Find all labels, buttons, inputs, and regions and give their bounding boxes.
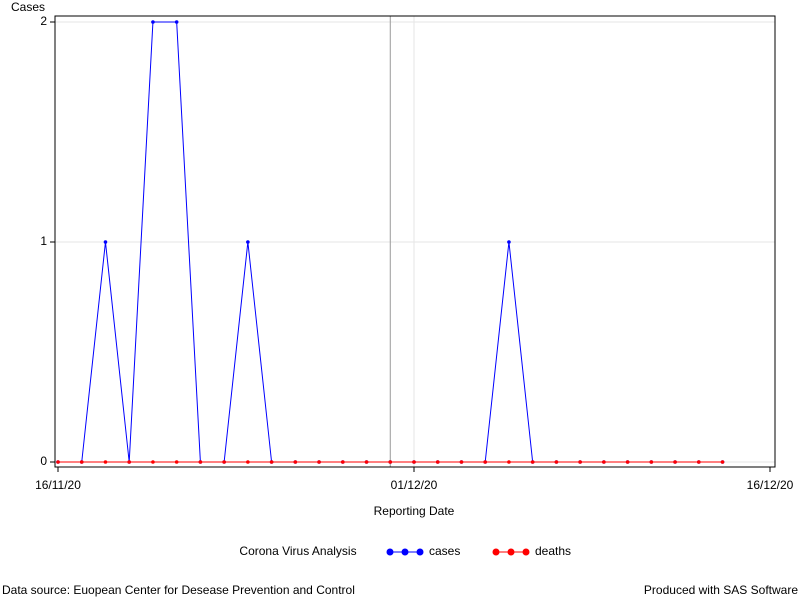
data-point <box>222 460 226 464</box>
data-point <box>269 460 274 464</box>
data-point <box>602 460 606 464</box>
data-point <box>246 460 250 464</box>
data-point <box>56 460 60 464</box>
data-point <box>174 460 179 464</box>
y-axis-label: Cases <box>11 0 45 14</box>
data-point <box>127 460 131 464</box>
data-point <box>625 460 630 464</box>
data-point <box>435 460 440 464</box>
data-point <box>174 20 179 24</box>
data-point <box>483 460 488 464</box>
data-point <box>697 460 701 464</box>
data-point <box>649 460 654 464</box>
data-point <box>198 460 203 464</box>
data-point <box>103 240 108 244</box>
data-point <box>341 460 345 464</box>
data-point <box>507 460 511 464</box>
legend-marker <box>522 548 530 556</box>
data-point <box>246 240 250 244</box>
y-tick-label: 2 <box>40 14 47 28</box>
data-point <box>507 240 511 244</box>
x-tick-label: 16/12/20 <box>747 478 794 492</box>
y-tick-label: 1 <box>40 234 47 248</box>
data-point <box>412 460 416 464</box>
data-point <box>317 460 321 464</box>
data-point <box>673 460 677 464</box>
x-tick-label: 16/11/20 <box>35 478 81 492</box>
plot-frame <box>54 15 776 468</box>
footnote-right: Produced with SAS Software <box>644 583 798 597</box>
data-point <box>578 460 582 464</box>
legend-label: deaths <box>535 544 571 558</box>
legend-marker <box>492 548 500 556</box>
data-point <box>364 460 369 464</box>
data-point <box>530 460 535 464</box>
data-point <box>554 460 559 464</box>
data-point <box>388 460 393 464</box>
legend-marker <box>416 548 424 556</box>
data-point <box>103 460 108 464</box>
data-point <box>720 460 725 464</box>
footnote-left: Data source: Euopean Center for Desease … <box>2 583 355 597</box>
data-point <box>151 20 155 24</box>
data-point <box>79 460 84 464</box>
y-tick-label: 0 <box>40 454 47 468</box>
legend-marker <box>507 548 515 556</box>
legend-title: Corona Virus Analysis <box>239 544 356 558</box>
data-point <box>151 460 155 464</box>
x-tick-label: 01/12/20 <box>391 478 438 492</box>
x-axis-label: Reporting Date <box>373 504 455 518</box>
legend-marker <box>386 548 394 556</box>
legend-marker <box>401 548 409 556</box>
data-point <box>293 460 298 464</box>
data-point <box>459 460 464 464</box>
legend-label: cases <box>429 544 460 558</box>
